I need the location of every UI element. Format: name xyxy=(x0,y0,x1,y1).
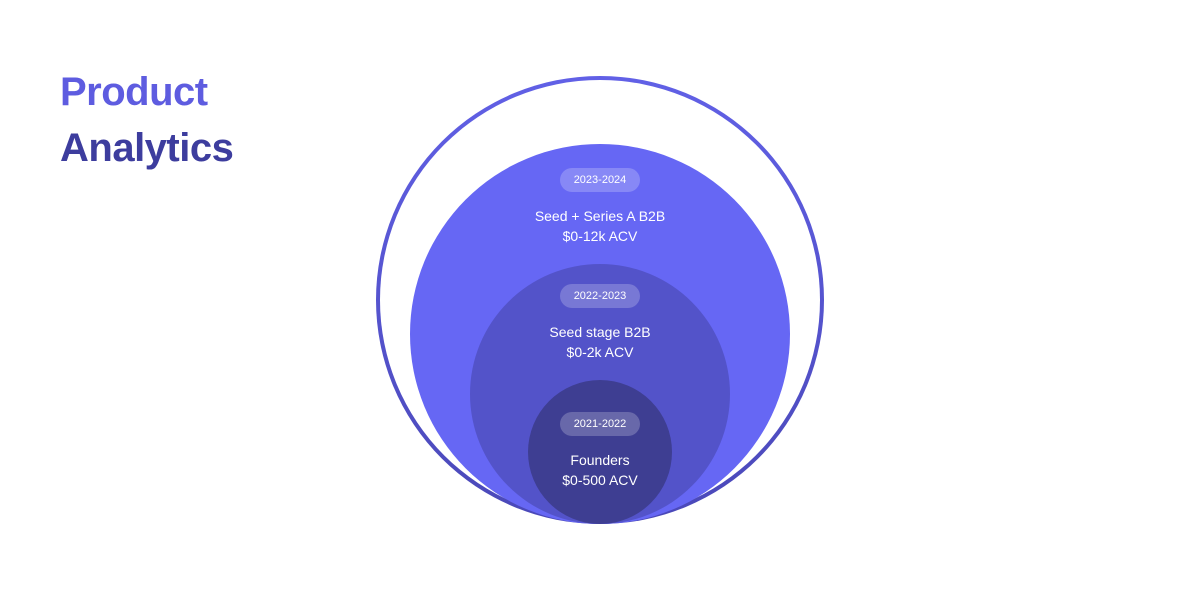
year-badge: 2023-2024 xyxy=(559,168,641,192)
year-badge: 2021-2022 xyxy=(559,412,641,436)
segment-label-founders: 2021-2022 Founders $0-500 ACV xyxy=(450,412,750,490)
segment-name: Founders xyxy=(570,452,630,468)
segment-label-seed-series-a: 2023-2024 Seed + Series A B2B $0-12k ACV xyxy=(450,168,750,246)
year-badge: 2022-2023 xyxy=(559,284,641,308)
segment-circle-founders xyxy=(528,380,672,524)
segment-name: Seed stage B2B xyxy=(549,324,651,340)
segment-acv: $0-2k ACV xyxy=(566,344,634,360)
segment-acv: $0-12k ACV xyxy=(562,228,638,244)
title-line-product: Product xyxy=(60,70,208,114)
title-line-analytics: Analytics xyxy=(60,126,234,170)
segment-label-seed-stage: 2022-2023 Seed stage B2B $0-2k ACV xyxy=(450,284,750,362)
segment-name: Seed + Series A B2B xyxy=(534,208,666,224)
page-title: Product Analytics xyxy=(60,64,234,176)
segment-acv: $0-500 ACV xyxy=(562,472,638,488)
